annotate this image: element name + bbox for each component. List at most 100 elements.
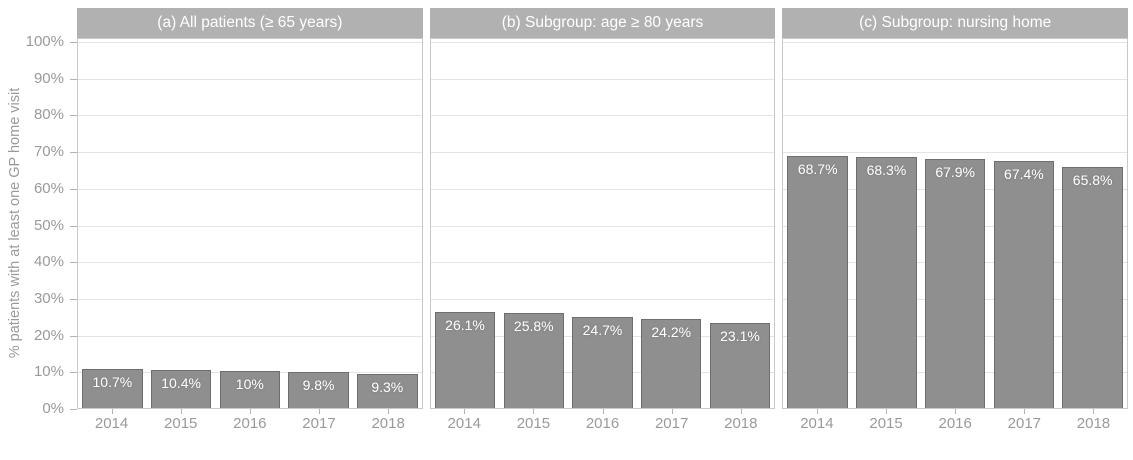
x-axis: 2014 2015 2016 2017 2018 bbox=[77, 409, 423, 435]
bar-band: 10% bbox=[215, 371, 284, 408]
bar-value-label: 9.8% bbox=[302, 377, 335, 394]
bar: 68.3% bbox=[856, 157, 917, 408]
x-axis-cell: 2015 bbox=[851, 409, 920, 435]
x-axis-cell: 2014 bbox=[77, 409, 146, 435]
y-tick-label: 0% bbox=[42, 400, 64, 417]
y-tick-label: 100% bbox=[25, 33, 64, 50]
x-axis: 2014 2015 2016 2017 2018 bbox=[782, 409, 1128, 435]
gridline bbox=[78, 335, 422, 337]
x-tick-label: 2015 bbox=[164, 415, 198, 432]
gridline bbox=[430, 42, 775, 43]
x-tick-label: 2015 bbox=[516, 415, 551, 432]
x-tick-label: 2014 bbox=[94, 415, 129, 432]
bar: 23.1% bbox=[709, 323, 771, 408]
bar-band: 24.2% bbox=[637, 319, 706, 408]
y-tick-mark bbox=[70, 335, 77, 337]
bar-value-label: 24.7% bbox=[582, 322, 623, 339]
bar-band: 23.1% bbox=[706, 323, 775, 408]
gridline bbox=[430, 262, 775, 264]
x-axis: 2014 2015 2016 2017 2018 bbox=[430, 409, 776, 435]
gridline bbox=[430, 225, 775, 227]
plot-panel: 10.7% 10.4% 10% 9.8% 9.3% bbox=[77, 38, 423, 409]
gridline bbox=[78, 188, 422, 190]
x-tick-label: 2017 bbox=[302, 415, 336, 432]
gridline bbox=[430, 115, 775, 117]
gridline bbox=[78, 115, 422, 117]
bar-value-label: 23.1% bbox=[720, 328, 760, 345]
gridline bbox=[78, 42, 422, 43]
gridline bbox=[783, 115, 1128, 117]
x-tick-label: 2014 bbox=[447, 415, 481, 432]
y-tick-label: 10% bbox=[33, 363, 64, 381]
x-axis-cell: 2017 bbox=[284, 409, 353, 435]
gridline bbox=[430, 78, 775, 80]
x-tick-mark bbox=[249, 409, 251, 414]
gridline bbox=[78, 78, 422, 80]
x-axis-cell: 2016 bbox=[568, 409, 637, 435]
bar-value-label: 26.1% bbox=[445, 317, 485, 334]
y-tick-label: 30% bbox=[33, 289, 64, 307]
bar-band: 9.8% bbox=[284, 372, 353, 408]
gridline bbox=[430, 152, 775, 154]
y-tick-mark bbox=[70, 152, 77, 154]
x-tick-label: 2018 bbox=[1076, 415, 1111, 432]
x-tick-mark bbox=[111, 409, 113, 414]
bar-value-label: 10.7% bbox=[92, 373, 133, 390]
bar-band: 10.4% bbox=[147, 369, 216, 408]
bar: 26.1% bbox=[434, 312, 496, 408]
gridline bbox=[430, 298, 775, 300]
bar-band: 68.7% bbox=[783, 155, 852, 408]
x-tick-mark bbox=[886, 409, 888, 414]
y-tick-mark bbox=[70, 78, 77, 80]
y-tick-mark bbox=[70, 225, 77, 227]
gridline bbox=[783, 78, 1128, 80]
bar: 10% bbox=[219, 371, 281, 408]
x-tick-label: 2018 bbox=[371, 415, 405, 432]
x-tick-label: 2014 bbox=[800, 415, 834, 432]
facet-strip-title: (a) All patients (≥ 65 years) bbox=[77, 8, 423, 38]
plot-panel: 26.1% 25.8% 24.7% 24.2% 23.1% bbox=[429, 38, 776, 409]
bar-value-label: 10% bbox=[235, 376, 264, 393]
bar: 25.8% bbox=[503, 313, 564, 408]
y-tick-mark bbox=[70, 298, 77, 300]
y-tick-label: 60% bbox=[33, 179, 64, 197]
bar-value-label: 24.2% bbox=[651, 324, 692, 341]
x-tick-mark bbox=[1093, 409, 1095, 414]
x-tick-label: 2016 bbox=[233, 415, 267, 432]
bar-value-label: 10.4% bbox=[161, 374, 201, 391]
y-tick-label: 40% bbox=[33, 253, 64, 271]
facet: (c) Subgroup: nursing home 68.7% 68.3% 67.9… bbox=[782, 8, 1129, 435]
x-tick-mark bbox=[464, 409, 466, 414]
bar-value-label: 65.8% bbox=[1072, 171, 1113, 188]
x-tick-label: 2015 bbox=[869, 415, 903, 432]
bar-band: 68.3% bbox=[852, 157, 921, 408]
plot-panel: 68.7% 68.3% 67.9% 67.4% 65.8% bbox=[782, 38, 1129, 409]
y-tick-mark bbox=[70, 115, 77, 117]
bar: 68.7% bbox=[787, 155, 848, 408]
facet-panels: (a) All patients (≥ 65 years) 10.7% 10.4% 1… bbox=[77, 8, 1129, 435]
x-axis-cell: 2014 bbox=[782, 409, 851, 435]
x-axis-cell: 2017 bbox=[990, 409, 1059, 435]
bar-band: 26.1% bbox=[431, 312, 500, 408]
x-tick-label: 2016 bbox=[938, 415, 972, 432]
y-tick-label: 70% bbox=[33, 143, 64, 161]
x-axis-cell: 2018 bbox=[706, 409, 775, 435]
bar: 9.8% bbox=[288, 372, 349, 408]
x-axis-cell: 2014 bbox=[430, 409, 499, 435]
x-axis-cell: 2018 bbox=[354, 409, 423, 435]
x-axis-cell: 2015 bbox=[146, 409, 215, 435]
y-tick-mark bbox=[70, 188, 77, 190]
x-tick-mark bbox=[816, 409, 818, 414]
bar-value-label: 25.8% bbox=[513, 318, 554, 335]
y-tick-label: 20% bbox=[33, 326, 64, 344]
x-tick-label: 2018 bbox=[724, 415, 758, 432]
bar-value-label: 68.7% bbox=[797, 160, 838, 177]
y-tick-mark bbox=[70, 372, 77, 374]
bar-value-label: 67.4% bbox=[1004, 165, 1044, 182]
gridline bbox=[430, 188, 775, 190]
x-axis-cell: 2016 bbox=[215, 409, 284, 435]
bar-band: 9.3% bbox=[353, 373, 422, 408]
x-axis-cell: 2017 bbox=[637, 409, 706, 435]
y-tick-mark bbox=[70, 42, 77, 43]
